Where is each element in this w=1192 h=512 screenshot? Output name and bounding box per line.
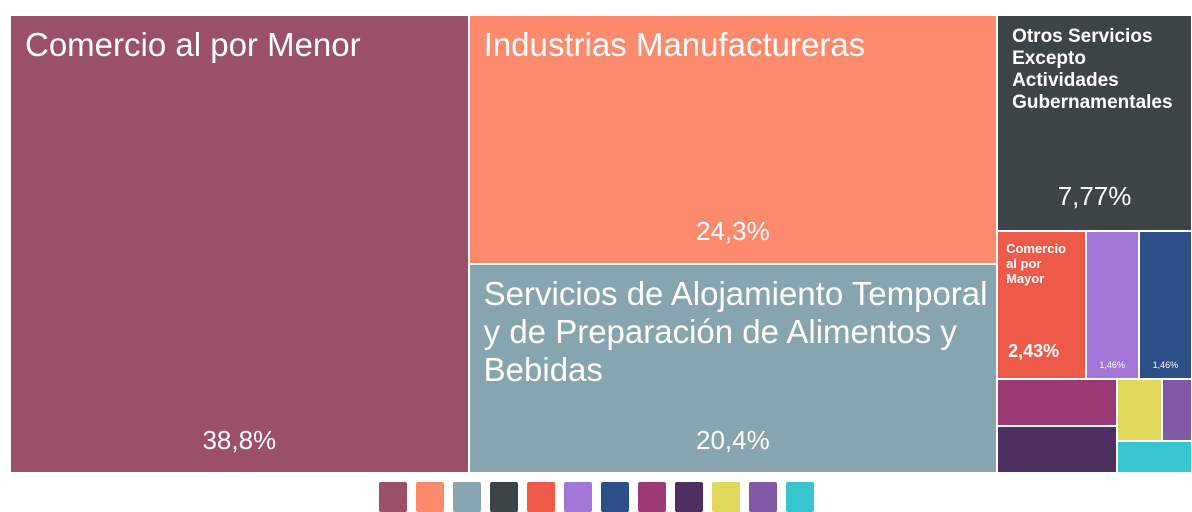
icon[interactable] — [748, 482, 777, 512]
icon[interactable] — [526, 482, 555, 512]
icon[interactable] — [415, 482, 444, 512]
tile — [1118, 442, 1191, 472]
value-label: 7,77% — [1057, 180, 1132, 211]
value-label: 2,43% — [1008, 341, 1060, 362]
icon[interactable] — [674, 482, 703, 512]
tile: Industrias Manufactureras 24,3% — [469, 16, 997, 263]
tile — [998, 427, 1117, 472]
tile-label: Servicios de Alojamiento Temporal y de P… — [483, 274, 988, 388]
tile-label: Comercio al por Mayor — [1006, 240, 1067, 286]
tile: 1,46% — [1086, 231, 1138, 379]
icon[interactable] — [600, 482, 629, 512]
value-label: 20,4% — [695, 424, 770, 455]
tile — [1163, 380, 1191, 441]
tile — [998, 380, 1117, 426]
category-icons — [0, 482, 1192, 512]
tile-label: Comercio al por Menor — [25, 26, 361, 63]
tile: Comercio al por Mayor 2,43% — [998, 231, 1085, 379]
icon[interactable] — [785, 482, 814, 512]
tile: Servicios de Alojamiento Temporal y de P… — [469, 264, 997, 472]
icon[interactable] — [489, 482, 518, 512]
tile — [1118, 380, 1162, 441]
tile-label: Otros Servicios Excepto Actividades Gube… — [1012, 26, 1173, 113]
value-label: 1,46% — [1099, 360, 1125, 371]
treemap: Comercio al por Menor 38,8% Industrias Man… — [10, 15, 1192, 473]
tile: 1,46% — [1139, 231, 1191, 379]
value-label: 1,46% — [1152, 360, 1179, 371]
icon[interactable] — [711, 482, 740, 512]
icon[interactable] — [637, 482, 666, 512]
value-label: 24,3% — [695, 215, 770, 246]
tile: Comercio al por Menor 38,8% — [11, 16, 468, 472]
tile: Otros Servicios Excepto Actividades Gube… — [998, 16, 1191, 230]
tile-label: Industrias Manufactureras — [483, 26, 866, 63]
icon[interactable] — [563, 482, 592, 512]
icon[interactable] — [378, 482, 407, 512]
value-label: 38,8% — [202, 425, 277, 455]
icon[interactable] — [452, 482, 481, 512]
